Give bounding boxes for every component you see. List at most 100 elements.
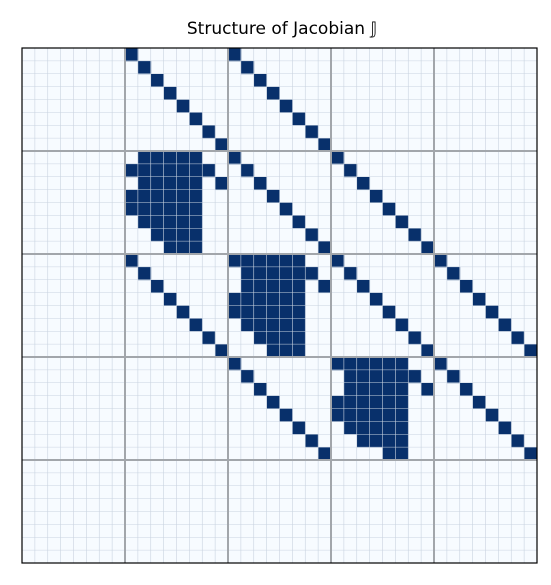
- nonzero-cell: [202, 125, 216, 139]
- nonzero-cell: [137, 163, 152, 178]
- nonzero-cell: [279, 318, 293, 332]
- nonzero-cell: [279, 408, 293, 422]
- nonzero-cell: [215, 344, 229, 358]
- nonzero-cell: [266, 331, 280, 345]
- nonzero-cell: [292, 254, 306, 268]
- nonzero-cell: [189, 176, 203, 191]
- nonzero-cell: [137, 266, 152, 281]
- nonzero-cell: [343, 163, 358, 178]
- nonzero-cell: [253, 305, 268, 319]
- nonzero-cell: [240, 305, 255, 319]
- nonzero-cell: [189, 228, 203, 242]
- nonzero-cell: [240, 254, 255, 268]
- nonzero-cell: [369, 382, 383, 397]
- nonzero-cell: [253, 254, 268, 268]
- nonzero-cell: [356, 357, 371, 371]
- nonzero-cell: [395, 447, 409, 461]
- nonzero-cell: [266, 395, 280, 409]
- nonzero-cell: [240, 292, 255, 306]
- nonzero-cell: [253, 73, 268, 88]
- nonzero-cell: [524, 344, 538, 358]
- nonzero-cell: [382, 447, 396, 461]
- nonzero-cell: [137, 215, 152, 229]
- nonzero-cell: [382, 434, 396, 448]
- nonzero-cell: [382, 421, 396, 435]
- plot-frame: [21, 47, 538, 564]
- nonzero-cell: [369, 434, 383, 448]
- nonzero-cell: [253, 292, 268, 306]
- nonzero-cell: [266, 266, 280, 281]
- nonzero-cell: [163, 176, 177, 191]
- nonzero-cell: [176, 215, 190, 229]
- nonzero-cell: [279, 99, 293, 113]
- nonzero-cell: [395, 382, 409, 397]
- nonzero-cell: [395, 369, 409, 384]
- nonzero-cell: [369, 395, 383, 409]
- nonzero-cell: [266, 254, 280, 268]
- nonzero-cell: [369, 408, 383, 422]
- nonzero-cell: [163, 228, 177, 242]
- nonzero-cell: [176, 176, 190, 191]
- nonzero-cell: [485, 305, 499, 319]
- nonzero-cell: [176, 99, 190, 113]
- nonzero-cell: [163, 86, 177, 100]
- nonzero-cell: [150, 202, 165, 216]
- fine-grid-lines: [22, 48, 537, 563]
- nonzero-cell: [292, 305, 306, 319]
- nonzero-cell: [331, 395, 345, 409]
- nonzero-cell: [343, 357, 358, 371]
- nonzero-cell: [305, 266, 319, 281]
- nonzero-cell: [266, 279, 280, 294]
- nonzero-cell: [395, 357, 409, 371]
- nonzero-cell: [343, 369, 358, 384]
- nonzero-cell: [137, 202, 152, 216]
- nonzero-cell: [253, 176, 268, 191]
- nonzero-cell: [356, 421, 371, 435]
- nonzero-cell: [434, 357, 448, 371]
- nonzero-cell: [150, 73, 165, 88]
- nonzero-cell: [498, 318, 512, 332]
- nonzero-cell: [472, 292, 486, 306]
- nonzero-cell: [228, 305, 242, 319]
- nonzero-cell: [382, 382, 396, 397]
- nonzero-cell: [369, 421, 383, 435]
- nonzero-cell: [421, 344, 435, 358]
- nonzero-cell: [292, 421, 306, 435]
- nonzero-cell: [356, 408, 371, 422]
- nonzero-cell: [240, 369, 255, 384]
- nonzero-cell: [331, 151, 345, 165]
- nonzero-cell: [189, 318, 203, 332]
- nonzero-cell: [125, 48, 139, 62]
- nonzero-cell: [150, 163, 165, 178]
- nonzero-cell: [253, 279, 268, 294]
- nonzero-cell: [292, 318, 306, 332]
- nonzero-cell: [163, 189, 177, 203]
- nonzero-cell: [125, 202, 139, 216]
- nonzero-cell: [189, 189, 203, 203]
- nonzero-cell: [215, 138, 229, 152]
- nonzero-cell: [215, 176, 229, 191]
- nonzero-cell: [266, 344, 280, 358]
- nonzero-cell: [382, 202, 396, 216]
- nonzero-cell: [279, 292, 293, 306]
- nonzero-cell: [395, 395, 409, 409]
- nonzero-cell: [318, 241, 332, 255]
- nonzero-cell: [382, 369, 396, 384]
- nonzero-cell: [228, 292, 242, 306]
- nonzero-cell: [292, 344, 306, 358]
- nonzero-cell: [189, 202, 203, 216]
- nonzero-cell: [137, 189, 152, 203]
- nonzero-cell: [279, 331, 293, 345]
- nonzero-cell: [240, 163, 255, 178]
- nonzero-cell: [279, 254, 293, 268]
- nonzero-cell: [524, 447, 538, 461]
- nonzero-cell: [150, 228, 165, 242]
- nonzero-cell: [318, 138, 332, 152]
- nonzero-cell: [279, 279, 293, 294]
- nonzero-cell: [343, 382, 358, 397]
- nonzero-cell: [125, 189, 139, 203]
- nonzero-cell: [459, 279, 474, 294]
- nonzero-cell: [434, 254, 448, 268]
- nonzero-cell: [150, 215, 165, 229]
